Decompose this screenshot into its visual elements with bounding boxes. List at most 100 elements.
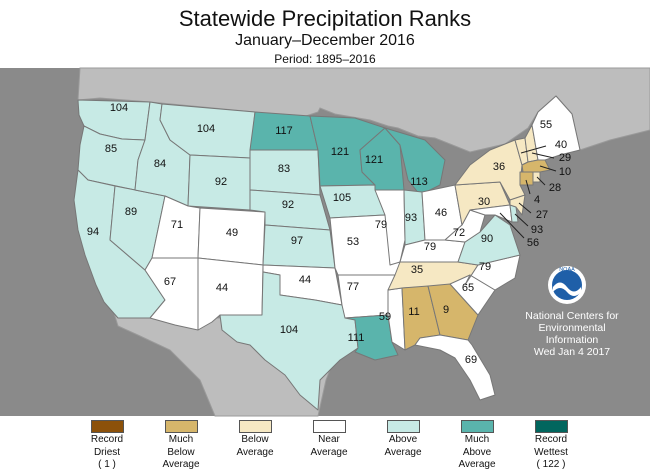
legend-item-much-below: Much Below Average bbox=[141, 420, 221, 471]
rank-label-AR: 77 bbox=[347, 281, 359, 293]
leader-line-MD bbox=[499, 212, 525, 239]
legend-label: Wettest bbox=[534, 446, 568, 458]
legend-swatch bbox=[312, 420, 346, 433]
rank-label-ME: 55 bbox=[540, 119, 552, 131]
legend-item-above: Above Average bbox=[363, 420, 443, 458]
legend-label: Record bbox=[90, 434, 124, 445]
credit-date: Wed Jan 4 2017 bbox=[533, 346, 611, 358]
rank-label-WV: 72 bbox=[453, 227, 465, 239]
leader-line-DE bbox=[514, 213, 529, 227]
legend-item-much-above: Much Above Average bbox=[437, 420, 517, 471]
rank-label-CO: 49 bbox=[226, 227, 238, 239]
state-GA bbox=[427, 283, 479, 341]
legend-label: ( 122 ) bbox=[536, 459, 566, 470]
legend-swatch bbox=[238, 420, 272, 433]
legend-item-record-wettest: Record Wettest ( 122 ) bbox=[511, 420, 591, 471]
rank-label-FL: 69 bbox=[465, 354, 477, 366]
rank-label-KY: 79 bbox=[424, 241, 436, 253]
state-TX bbox=[219, 271, 359, 411]
rank-label-VT: 40 bbox=[555, 139, 567, 151]
state-NJ bbox=[509, 194, 526, 216]
map-title: Statewide Precipitation Ranks bbox=[178, 6, 472, 31]
rank-label-VA: 90 bbox=[481, 233, 493, 245]
rank-label-NV: 89 bbox=[125, 206, 137, 218]
state-FL bbox=[414, 334, 496, 401]
legend-swatch bbox=[386, 420, 420, 433]
rank-label-OK: 44 bbox=[299, 274, 311, 286]
rank-label-MO: 53 bbox=[347, 236, 359, 248]
legend-label: Average bbox=[384, 446, 422, 458]
noaa-logo-wave bbox=[553, 282, 581, 296]
rank-label-SD: 83 bbox=[278, 163, 290, 175]
rank-label-AL: 11 bbox=[408, 306, 419, 318]
rank-label-UT: 71 bbox=[171, 219, 183, 231]
leader-line-NH bbox=[531, 152, 555, 159]
leader-line-MA bbox=[539, 165, 557, 172]
rank-label-IN: 93 bbox=[405, 212, 417, 224]
map-subtitle: January–December 2016 bbox=[235, 32, 415, 49]
leader-line-NJ bbox=[518, 202, 532, 214]
rank-label-MD: 56 bbox=[527, 237, 539, 249]
legend-label: Above bbox=[462, 446, 492, 458]
legend-label: ( 1 ) bbox=[98, 459, 116, 470]
rank-label-NH: 29 bbox=[559, 152, 571, 164]
rank-label-IA: 105 bbox=[333, 192, 351, 204]
rank-label-DE: 93 bbox=[531, 224, 543, 236]
legend-label: Much bbox=[168, 434, 194, 445]
leader-line-RI bbox=[536, 176, 546, 186]
leader-line-CT bbox=[525, 179, 531, 195]
rank-label-WY: 92 bbox=[215, 176, 227, 188]
noaa-logo: NOAA bbox=[548, 266, 586, 304]
rank-label-AZ: 67 bbox=[164, 276, 176, 288]
legend-swatch bbox=[90, 420, 124, 433]
legend-label: Above bbox=[388, 434, 418, 445]
state-CT bbox=[519, 171, 534, 186]
rank-label-MI: 113 bbox=[410, 176, 428, 188]
rank-label-NM: 44 bbox=[216, 282, 228, 294]
rank-label-MS: 59 bbox=[379, 311, 391, 323]
legend-label: Average bbox=[236, 446, 274, 458]
rank-label-CT: 4 bbox=[534, 194, 540, 206]
noaa-logo-text: NOAA bbox=[559, 267, 575, 273]
rank-label-NJ: 27 bbox=[536, 209, 548, 221]
rank-label-MN: 121 bbox=[331, 146, 349, 158]
rank-label-MT: 104 bbox=[197, 123, 215, 135]
legend-item-near: Near Average bbox=[289, 420, 369, 458]
white-band-top bbox=[0, 0, 650, 68]
rank-label-PA: 30 bbox=[478, 196, 490, 208]
legend-label: Average bbox=[162, 459, 200, 470]
legend-label: Average bbox=[458, 459, 496, 470]
rank-label-KS: 97 bbox=[291, 235, 303, 247]
rank-label-ID: 84 bbox=[154, 158, 166, 170]
legend-label: Record bbox=[534, 434, 568, 445]
legend-label: Below bbox=[167, 446, 195, 458]
legend-label: Much bbox=[464, 434, 490, 445]
rank-label-NE: 92 bbox=[282, 199, 294, 211]
state-MD bbox=[469, 204, 513, 223]
legend-swatch bbox=[534, 420, 568, 433]
legend-swatch bbox=[164, 420, 198, 433]
rank-label-OR: 85 bbox=[105, 143, 117, 155]
rank-label-WA: 104 bbox=[110, 102, 128, 114]
legend-label: Average bbox=[310, 446, 348, 458]
legend-label: Near bbox=[318, 434, 340, 445]
legend-item-record-driest: Record Driest ( 1 ) bbox=[67, 420, 147, 471]
rank-label-CA: 94 bbox=[87, 226, 99, 238]
rank-label-RI: 28 bbox=[549, 182, 561, 194]
legend-label: Driest bbox=[93, 446, 121, 458]
rank-label-TN: 35 bbox=[411, 264, 423, 276]
rank-label-TX: 104 bbox=[280, 324, 298, 336]
rank-label-GA: 9 bbox=[443, 304, 449, 316]
period-label: Period: 1895–2016 bbox=[274, 52, 376, 66]
credit-line-3: Information bbox=[545, 334, 599, 346]
rank-label-WI: 121 bbox=[365, 154, 383, 166]
rank-label-ND: 117 bbox=[275, 125, 293, 137]
legend-swatch bbox=[460, 420, 494, 433]
leader-line-VT bbox=[520, 145, 547, 154]
credit-line-1: National Centers for bbox=[525, 310, 619, 322]
state-RI bbox=[532, 171, 541, 183]
rank-label-LA: 111 bbox=[348, 332, 365, 344]
rank-label-MA: 10 bbox=[559, 166, 571, 178]
rank-label-NC: 79 bbox=[479, 261, 491, 273]
